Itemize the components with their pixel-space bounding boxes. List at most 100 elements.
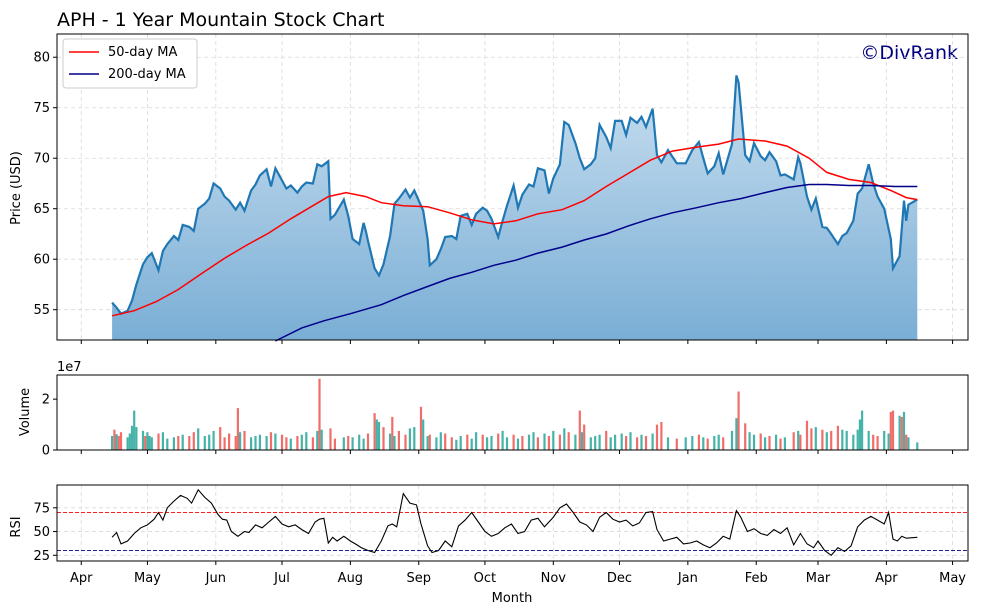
- volume-bar: [887, 433, 890, 450]
- volume-bar: [141, 430, 145, 450]
- volume-bar: [444, 433, 447, 450]
- volume-bar: [497, 433, 500, 450]
- volume-bar: [867, 430, 870, 450]
- x-tick-label: Oct: [474, 571, 496, 586]
- volume-bar: [552, 430, 555, 450]
- chart-title: APH - 1 Year Mountain Stock Chart: [57, 9, 384, 31]
- volume-bar: [872, 434, 875, 450]
- volume-bar: [856, 429, 859, 450]
- volume-bar: [640, 434, 643, 450]
- volume-bar: [391, 416, 394, 450]
- volume-bar: [505, 437, 509, 450]
- volume-bar: [594, 436, 597, 450]
- x-tick-label: Aug: [338, 571, 363, 586]
- volume-bar: [208, 434, 211, 450]
- volume-bar: [490, 436, 493, 450]
- volume-bar: [702, 437, 705, 450]
- volume-bar: [254, 436, 257, 450]
- volume-bar: [236, 408, 239, 450]
- volume-bar: [274, 433, 277, 450]
- volume-bar: [737, 391, 740, 450]
- volume-bar: [775, 434, 778, 450]
- y-tick-label: 60: [33, 253, 50, 268]
- legend-ma200-label: 200-day MA: [108, 67, 186, 82]
- x-tick-label: Sep: [406, 571, 431, 586]
- y-tick-label: 50: [33, 525, 50, 540]
- volume-bar: [764, 437, 767, 450]
- volume-bar: [128, 433, 131, 450]
- volume-bar: [783, 437, 786, 450]
- rsi-axes: 25 50 75 Apr May Jun Jul Aug Sep Oct Nov Dec Jan Feb M…: [33, 484, 969, 586]
- volume-bar: [821, 429, 824, 450]
- volume-bar: [455, 439, 458, 450]
- volume-bar: [358, 434, 361, 450]
- x-tick-label: Jul: [273, 571, 290, 586]
- volume-bar: [311, 437, 314, 450]
- volume-bar: [580, 432, 584, 450]
- volume-bar: [228, 433, 231, 450]
- volume-bar: [239, 432, 242, 450]
- volume-bar: [651, 433, 654, 450]
- volume-bar: [858, 419, 861, 450]
- price-line: [111, 75, 918, 316]
- volume-bar: [389, 433, 392, 450]
- volume-bar: [814, 427, 817, 450]
- volume-bar: [351, 437, 354, 450]
- volume-bar: [408, 428, 411, 450]
- volume-bar: [841, 429, 844, 450]
- volume-bar: [212, 430, 215, 450]
- volume-bar: [883, 430, 886, 450]
- volume-bar: [583, 424, 586, 450]
- volume-bar: [219, 427, 222, 450]
- volume-bar: [172, 437, 175, 450]
- volume-bar: [735, 418, 738, 450]
- volume-bar: [197, 428, 200, 450]
- volume-bar: [285, 437, 288, 450]
- volume-bar: [375, 419, 378, 450]
- volume-bar: [161, 432, 164, 450]
- volume-bar: [792, 432, 795, 450]
- volume-bar: [126, 437, 129, 450]
- volume-bar: [898, 415, 901, 450]
- volume-bar: [836, 425, 839, 450]
- volume-bar: [891, 410, 895, 450]
- ma50-line: [111, 138, 918, 317]
- volume-bar: [347, 436, 350, 450]
- volume-bar: [450, 437, 453, 450]
- volume-bar: [810, 428, 813, 450]
- volume-bar: [318, 378, 321, 450]
- watermark-text: ©DivRank: [860, 42, 958, 64]
- volume-bar: [501, 430, 504, 450]
- volume-bar: [779, 438, 782, 450]
- volume-bar: [644, 436, 648, 450]
- volume-bar: [889, 411, 892, 450]
- volume-bar: [377, 422, 381, 450]
- volume-bar: [393, 436, 396, 450]
- volume-bar: [706, 438, 709, 450]
- volume-bar: [342, 437, 345, 450]
- volume-bar: [475, 432, 478, 450]
- volume-bar: [413, 427, 416, 450]
- volume-bar: [629, 432, 632, 450]
- volume-bar: [691, 436, 694, 450]
- volume-bar: [459, 436, 462, 450]
- volume-bar: [135, 427, 138, 450]
- legend: 50-day MA 200-day MA: [62, 38, 198, 89]
- y-tick-label: 75: [33, 501, 50, 516]
- x-tick-label: Mar: [806, 571, 831, 586]
- volume-bar: [620, 433, 623, 450]
- volume-bar: [115, 434, 118, 450]
- volume-bar: [563, 428, 566, 450]
- volume-bar: [512, 434, 515, 450]
- volume-bar: [605, 430, 608, 450]
- x-axis-label: Month: [492, 591, 533, 606]
- volume-bar: [111, 436, 114, 450]
- volume-bar: [300, 434, 303, 450]
- volume-bar: [177, 436, 180, 450]
- volume-bar: [192, 432, 195, 450]
- volume-bar: [269, 432, 273, 450]
- volume-bar: [558, 434, 561, 450]
- x-tick-label: Jun: [205, 571, 226, 586]
- volume-bar: [748, 432, 751, 450]
